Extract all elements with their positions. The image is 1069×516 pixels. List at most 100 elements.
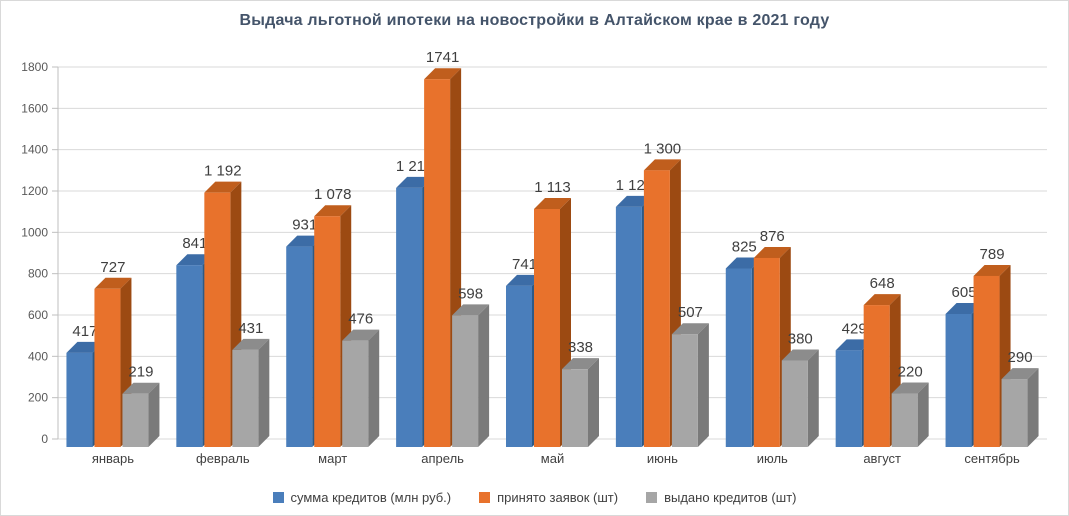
bar-side <box>478 304 490 447</box>
bar <box>534 208 560 447</box>
value-label: 1 113 <box>534 179 570 196</box>
x-category-label: август <box>863 451 901 466</box>
x-category-label: февраль <box>196 451 250 466</box>
x-category-label: июнь <box>647 451 678 466</box>
bar <box>615 206 642 447</box>
y-tick-label: 800 <box>28 267 48 281</box>
bar <box>286 246 313 447</box>
bar-side <box>697 323 709 447</box>
bar-top <box>122 382 160 394</box>
bar <box>314 216 341 447</box>
value-label: 825 <box>732 239 757 256</box>
bar-top <box>835 339 873 351</box>
legend-item: сумма кредитов (млн руб.) <box>272 490 452 505</box>
value-label: 1741 <box>426 49 459 66</box>
bar <box>781 360 808 447</box>
bar-top <box>176 254 214 266</box>
bar-top <box>506 274 543 286</box>
bar <box>671 334 698 447</box>
x-category-label: июль <box>757 451 788 466</box>
legend-item: выдано кредитов (шт) <box>646 490 796 505</box>
bar <box>863 305 890 447</box>
bar-top <box>204 181 242 193</box>
legend-label: сумма кредитов (млн руб.) <box>290 490 452 505</box>
value-label: 605 <box>952 284 977 301</box>
bar-top <box>424 68 462 80</box>
bar-top <box>286 235 324 247</box>
value-label: 290 <box>1008 349 1033 366</box>
value-label: 931 <box>292 217 317 234</box>
bar-side <box>148 382 160 447</box>
value-label: 841 <box>182 235 207 252</box>
y-tick-label: 400 <box>28 349 48 363</box>
bar <box>424 79 451 447</box>
bar <box>753 257 780 447</box>
bar-top <box>891 382 929 394</box>
x-category-label: апрель <box>421 451 464 466</box>
bar <box>1001 379 1028 447</box>
bar-side <box>1027 368 1039 447</box>
value-label: 220 <box>898 364 923 381</box>
value-label: 598 <box>458 285 483 302</box>
value-label: 338 <box>568 339 593 356</box>
value-label: 876 <box>760 228 785 245</box>
bar <box>835 350 862 447</box>
bar <box>232 349 259 447</box>
value-label: 219 <box>128 364 153 381</box>
bar-top <box>643 159 681 171</box>
bar-top <box>1001 368 1039 380</box>
bar-top <box>671 323 709 335</box>
y-tick-label: 1600 <box>21 101 48 115</box>
bar <box>973 275 1000 447</box>
bar <box>891 393 918 447</box>
chart-title: Выдача льготной ипотеки на новостройки в… <box>239 12 830 29</box>
bar-top <box>534 197 571 209</box>
value-label: 431 <box>238 320 263 337</box>
bar <box>643 170 670 448</box>
bar-top <box>945 302 983 314</box>
bar <box>725 268 752 447</box>
legend-label: выдано кредитов (шт) <box>664 490 797 505</box>
legend-swatch <box>272 492 284 503</box>
x-category-label: январь <box>92 451 134 466</box>
bar <box>66 352 93 447</box>
y-tick-label: 1800 <box>21 60 48 74</box>
bar-side <box>917 382 929 447</box>
value-label: 1 192 <box>204 163 242 180</box>
bar-top <box>66 341 104 353</box>
bar <box>506 285 532 447</box>
bar-side <box>258 338 270 447</box>
plot-area: 0 200 400 600 800 1000 1200 1400 1600 1800 417 727 2… <box>21 49 1047 466</box>
bar-top <box>94 277 132 289</box>
value-label: 1 078 <box>314 186 352 203</box>
value-label: 741 <box>512 256 537 273</box>
bar-side <box>368 329 380 447</box>
bar-top <box>781 349 819 361</box>
bar <box>396 187 423 447</box>
legend-item: принято заявок (шт) <box>479 490 618 505</box>
value-label: 1 300 <box>644 140 682 157</box>
value-label: 507 <box>678 304 703 321</box>
bar <box>562 369 588 447</box>
bar-top <box>562 358 599 370</box>
y-tick-label: 200 <box>28 391 48 405</box>
y-tick-label: 1200 <box>21 184 48 198</box>
value-label: 429 <box>842 320 867 337</box>
value-label: 727 <box>100 259 125 276</box>
bar-top <box>232 338 270 350</box>
legend-label: принято заявок (шт) <box>497 490 619 505</box>
bar-top <box>396 176 434 188</box>
bar-side <box>588 358 599 447</box>
bar-top <box>342 329 380 341</box>
y-tick-label: 0 <box>41 432 48 446</box>
bar-top <box>753 246 791 258</box>
bar-top <box>973 264 1011 276</box>
bar <box>204 192 231 447</box>
bar <box>122 393 149 447</box>
x-category-label: май <box>541 451 564 466</box>
value-label: 789 <box>980 246 1005 263</box>
y-tick-label: 1400 <box>21 143 48 157</box>
bar <box>452 315 479 447</box>
bar-top <box>615 195 653 207</box>
